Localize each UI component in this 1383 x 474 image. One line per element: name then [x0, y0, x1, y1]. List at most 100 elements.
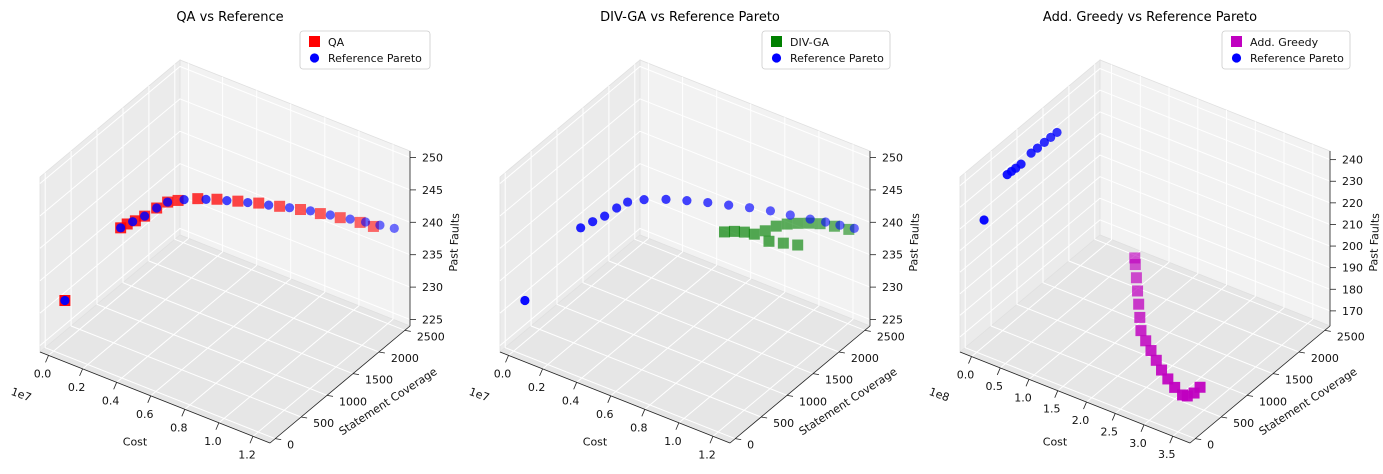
z-tick-label: 170 — [1342, 305, 1363, 318]
data-point-square — [192, 193, 204, 205]
x-tick-mark — [1083, 401, 1087, 410]
data-point-circle — [60, 295, 70, 306]
grid-lines — [499, 63, 871, 440]
z-tick-label: 240 — [422, 216, 443, 229]
data-point-square — [314, 208, 326, 220]
z-tick-label: 235 — [422, 249, 443, 262]
legend-label: Add. Greedy — [1250, 36, 1319, 49]
grid-line-x — [184, 117, 326, 410]
z-tick-label: 230 — [422, 281, 443, 294]
grid-line-y — [1068, 86, 1300, 353]
y-tick-mark — [1246, 394, 1254, 397]
y-tick-label: 2000 — [851, 352, 879, 365]
grid-line-z — [959, 68, 1331, 186]
x-tick-label: 2.5 — [1101, 425, 1119, 438]
y-tick-mark — [378, 351, 385, 354]
x-tick-mark — [45, 355, 49, 363]
data-point-square — [232, 195, 244, 207]
data-point-circle — [116, 223, 126, 233]
x-tick-mark — [147, 395, 152, 403]
data-point-circle — [1052, 127, 1062, 138]
grid-line-z — [959, 219, 1331, 338]
legend: DIV-GA Reference Pareto — [761, 30, 891, 70]
grid-line-z — [959, 197, 1331, 316]
legend-label: QA — [328, 36, 345, 49]
y-tick-mark — [1298, 351, 1305, 354]
data-point-square — [1130, 272, 1142, 284]
x-tick-mark — [968, 356, 972, 364]
y-tick-label: 0 — [747, 439, 754, 452]
y-tick-label: 1000 — [1259, 395, 1287, 408]
data-point-circle — [520, 295, 530, 306]
chart-panel-3: 0.0 0.5 1.0 1.5 2.0 2.5 3.0 3.5 0 500 1000 1500 2000… — [927, 10, 1382, 461]
data-point-circle — [724, 200, 734, 210]
data-point-circle — [612, 203, 622, 213]
data-point-square — [1150, 354, 1162, 366]
legend-marker-square — [771, 36, 782, 47]
data-point-circle — [1026, 148, 1036, 158]
data-point-square — [121, 218, 133, 230]
data-point-square — [1181, 390, 1193, 402]
y-tick-label: 0 — [1207, 439, 1214, 452]
z-tick-label: 225 — [422, 314, 443, 327]
legend-marker-square — [309, 36, 320, 47]
y-tick-mark — [404, 329, 411, 332]
grid-line-y — [1016, 129, 1248, 396]
data-point-circle — [623, 197, 633, 207]
x-tick-label: 2.0 — [1072, 414, 1090, 427]
grid-line-z — [499, 98, 871, 217]
data-point-square — [738, 226, 750, 238]
grid-line-x — [712, 144, 854, 437]
grid-line-x — [1086, 110, 1227, 403]
y-tick-label: 2500 — [877, 330, 905, 343]
legend-marker-circle — [771, 53, 782, 63]
z-tick-label: 190 — [1342, 262, 1363, 275]
x-axis-label: Cost — [583, 436, 608, 449]
data-point-circle — [140, 211, 150, 221]
z-tick-label: 210 — [1342, 218, 1363, 231]
x-tick-label: 3.5 — [1158, 448, 1176, 461]
data-point-square — [1129, 252, 1141, 264]
data-point-square — [1140, 335, 1152, 347]
grid-line-z — [39, 163, 411, 282]
data-point-circle — [1002, 170, 1012, 180]
grid-line-y — [174, 64, 405, 331]
x-tick-mark — [113, 382, 118, 390]
data-point-circle — [152, 203, 162, 213]
data-point-square — [748, 228, 760, 240]
z-axis-label: Past Faults — [447, 213, 462, 272]
x-tick-label: 0.5 — [986, 380, 1004, 393]
data-point-circle — [128, 217, 138, 227]
y-tick-label: 1500 — [365, 374, 393, 387]
data-point-circle — [360, 217, 371, 227]
x-tick-mark — [607, 395, 612, 403]
data-point-circle — [765, 206, 776, 216]
grid-line-z — [959, 176, 1331, 295]
legend-marker-square — [1231, 36, 1242, 47]
grid-line-x — [542, 76, 684, 370]
grid-line-x — [1028, 87, 1170, 380]
z-axis-label: Past Faults — [907, 213, 922, 272]
z-tick-label: 245 — [882, 184, 903, 197]
legend-box — [761, 30, 891, 70]
x-axis-label: Cost — [123, 436, 148, 449]
grid-line-y — [44, 172, 276, 440]
data-point-square — [354, 216, 366, 228]
z-tick-label: 250 — [422, 151, 443, 164]
x-tick-mark — [79, 368, 83, 377]
grid-line-x — [218, 130, 360, 424]
x-tick-label: 0.6 — [596, 408, 614, 421]
x-tick-label: 1.5 — [1043, 403, 1061, 416]
grid-line-z — [959, 89, 1331, 208]
data-point-circle — [389, 223, 399, 233]
data-point-square — [792, 217, 804, 229]
grid-line-x — [1143, 132, 1285, 426]
grid-line-z — [959, 111, 1331, 230]
x-tick-mark — [1054, 390, 1059, 398]
y-tick-mark — [275, 438, 282, 441]
x-tick-mark — [709, 436, 714, 444]
grid-line-z — [39, 65, 411, 184]
x-tick-label: 0.8 — [630, 421, 648, 434]
y-axis-line — [729, 325, 871, 444]
